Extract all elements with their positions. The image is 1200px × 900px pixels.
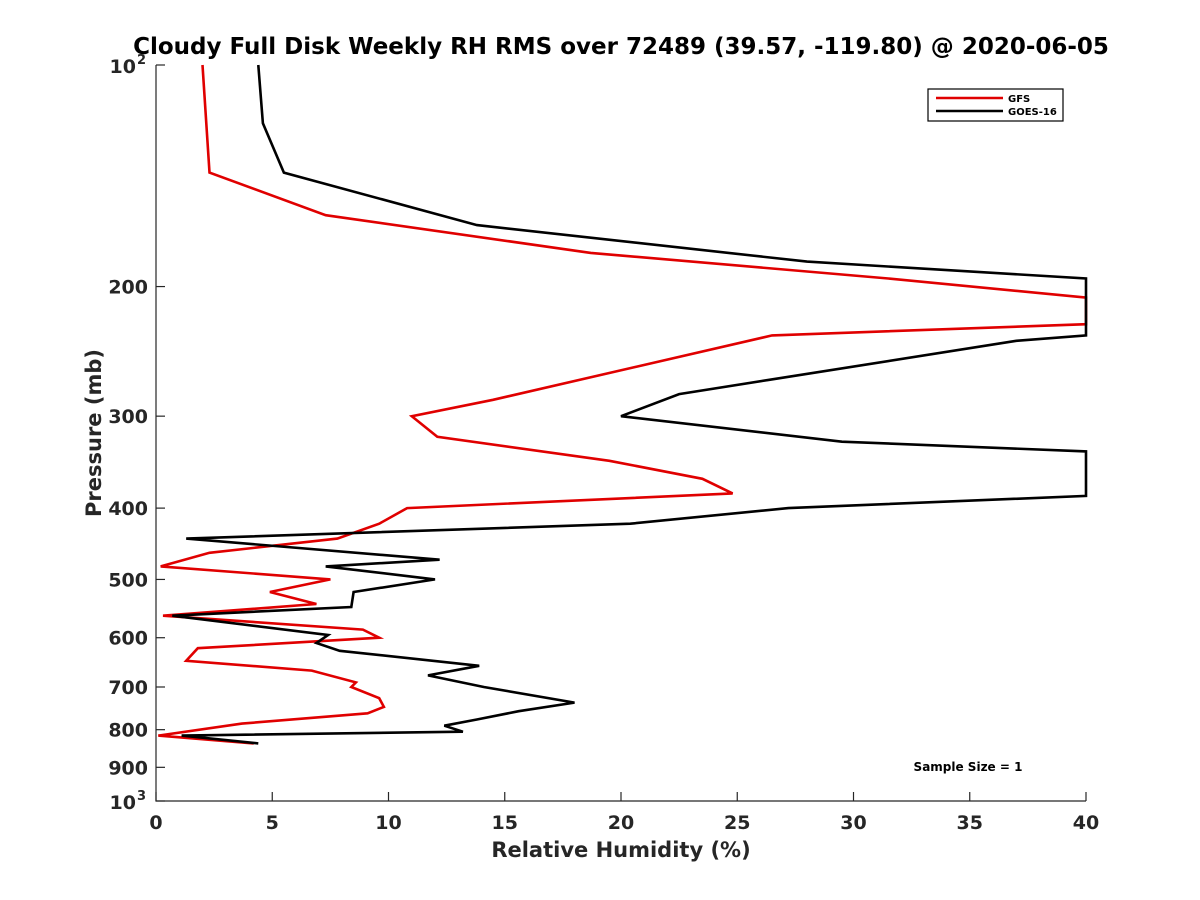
series-line-goes-16 bbox=[172, 64, 1088, 745]
series-line-gfs bbox=[158, 64, 1088, 745]
sample-size-annotation: Sample Size = 1 bbox=[914, 760, 1023, 774]
x-tick-label: 25 bbox=[724, 812, 750, 834]
y-tick-label: 400 bbox=[108, 498, 148, 520]
chart-title: Cloudy Full Disk Weekly RH RMS over 7248… bbox=[133, 34, 1109, 60]
x-tick-label: 30 bbox=[840, 812, 866, 834]
y-tick-label: 800 bbox=[108, 720, 148, 742]
y-tick-label: 10 bbox=[110, 792, 136, 814]
legend: GFS GOES-16 bbox=[927, 88, 1064, 122]
x-ticks: 0 5 10 15 20 25 30 35 40 bbox=[149, 792, 1099, 834]
legend-label-gfs: GFS bbox=[1008, 94, 1030, 105]
series-layer bbox=[158, 64, 1088, 745]
x-tick-label: 15 bbox=[492, 812, 518, 834]
y-tick-label: 600 bbox=[108, 628, 148, 650]
x-tick-label: 0 bbox=[149, 812, 162, 834]
legend-box bbox=[927, 88, 1064, 122]
legend-label-goes-16: GOES-16 bbox=[1008, 107, 1057, 118]
x-tick-label: 40 bbox=[1073, 812, 1099, 834]
y-tick-exponent: 2 bbox=[137, 53, 146, 68]
x-tick-label: 35 bbox=[957, 812, 983, 834]
x-tick-label: 20 bbox=[608, 812, 634, 834]
x-axis-label: Relative Humidity (%) bbox=[491, 838, 750, 862]
y-tick-exponent: 3 bbox=[137, 789, 146, 804]
y-tick-label: 300 bbox=[108, 406, 148, 428]
y-tick-label: 500 bbox=[108, 569, 148, 591]
x-tick-label: 10 bbox=[375, 812, 401, 834]
y-tick-label: 700 bbox=[108, 677, 148, 699]
y-tick-label: 200 bbox=[108, 277, 148, 299]
y-axis-label: Pressure (mb) bbox=[82, 349, 106, 517]
y-tick-label: 10 bbox=[110, 56, 136, 78]
y-tick-label: 900 bbox=[108, 757, 148, 779]
x-tick-label: 5 bbox=[266, 812, 279, 834]
